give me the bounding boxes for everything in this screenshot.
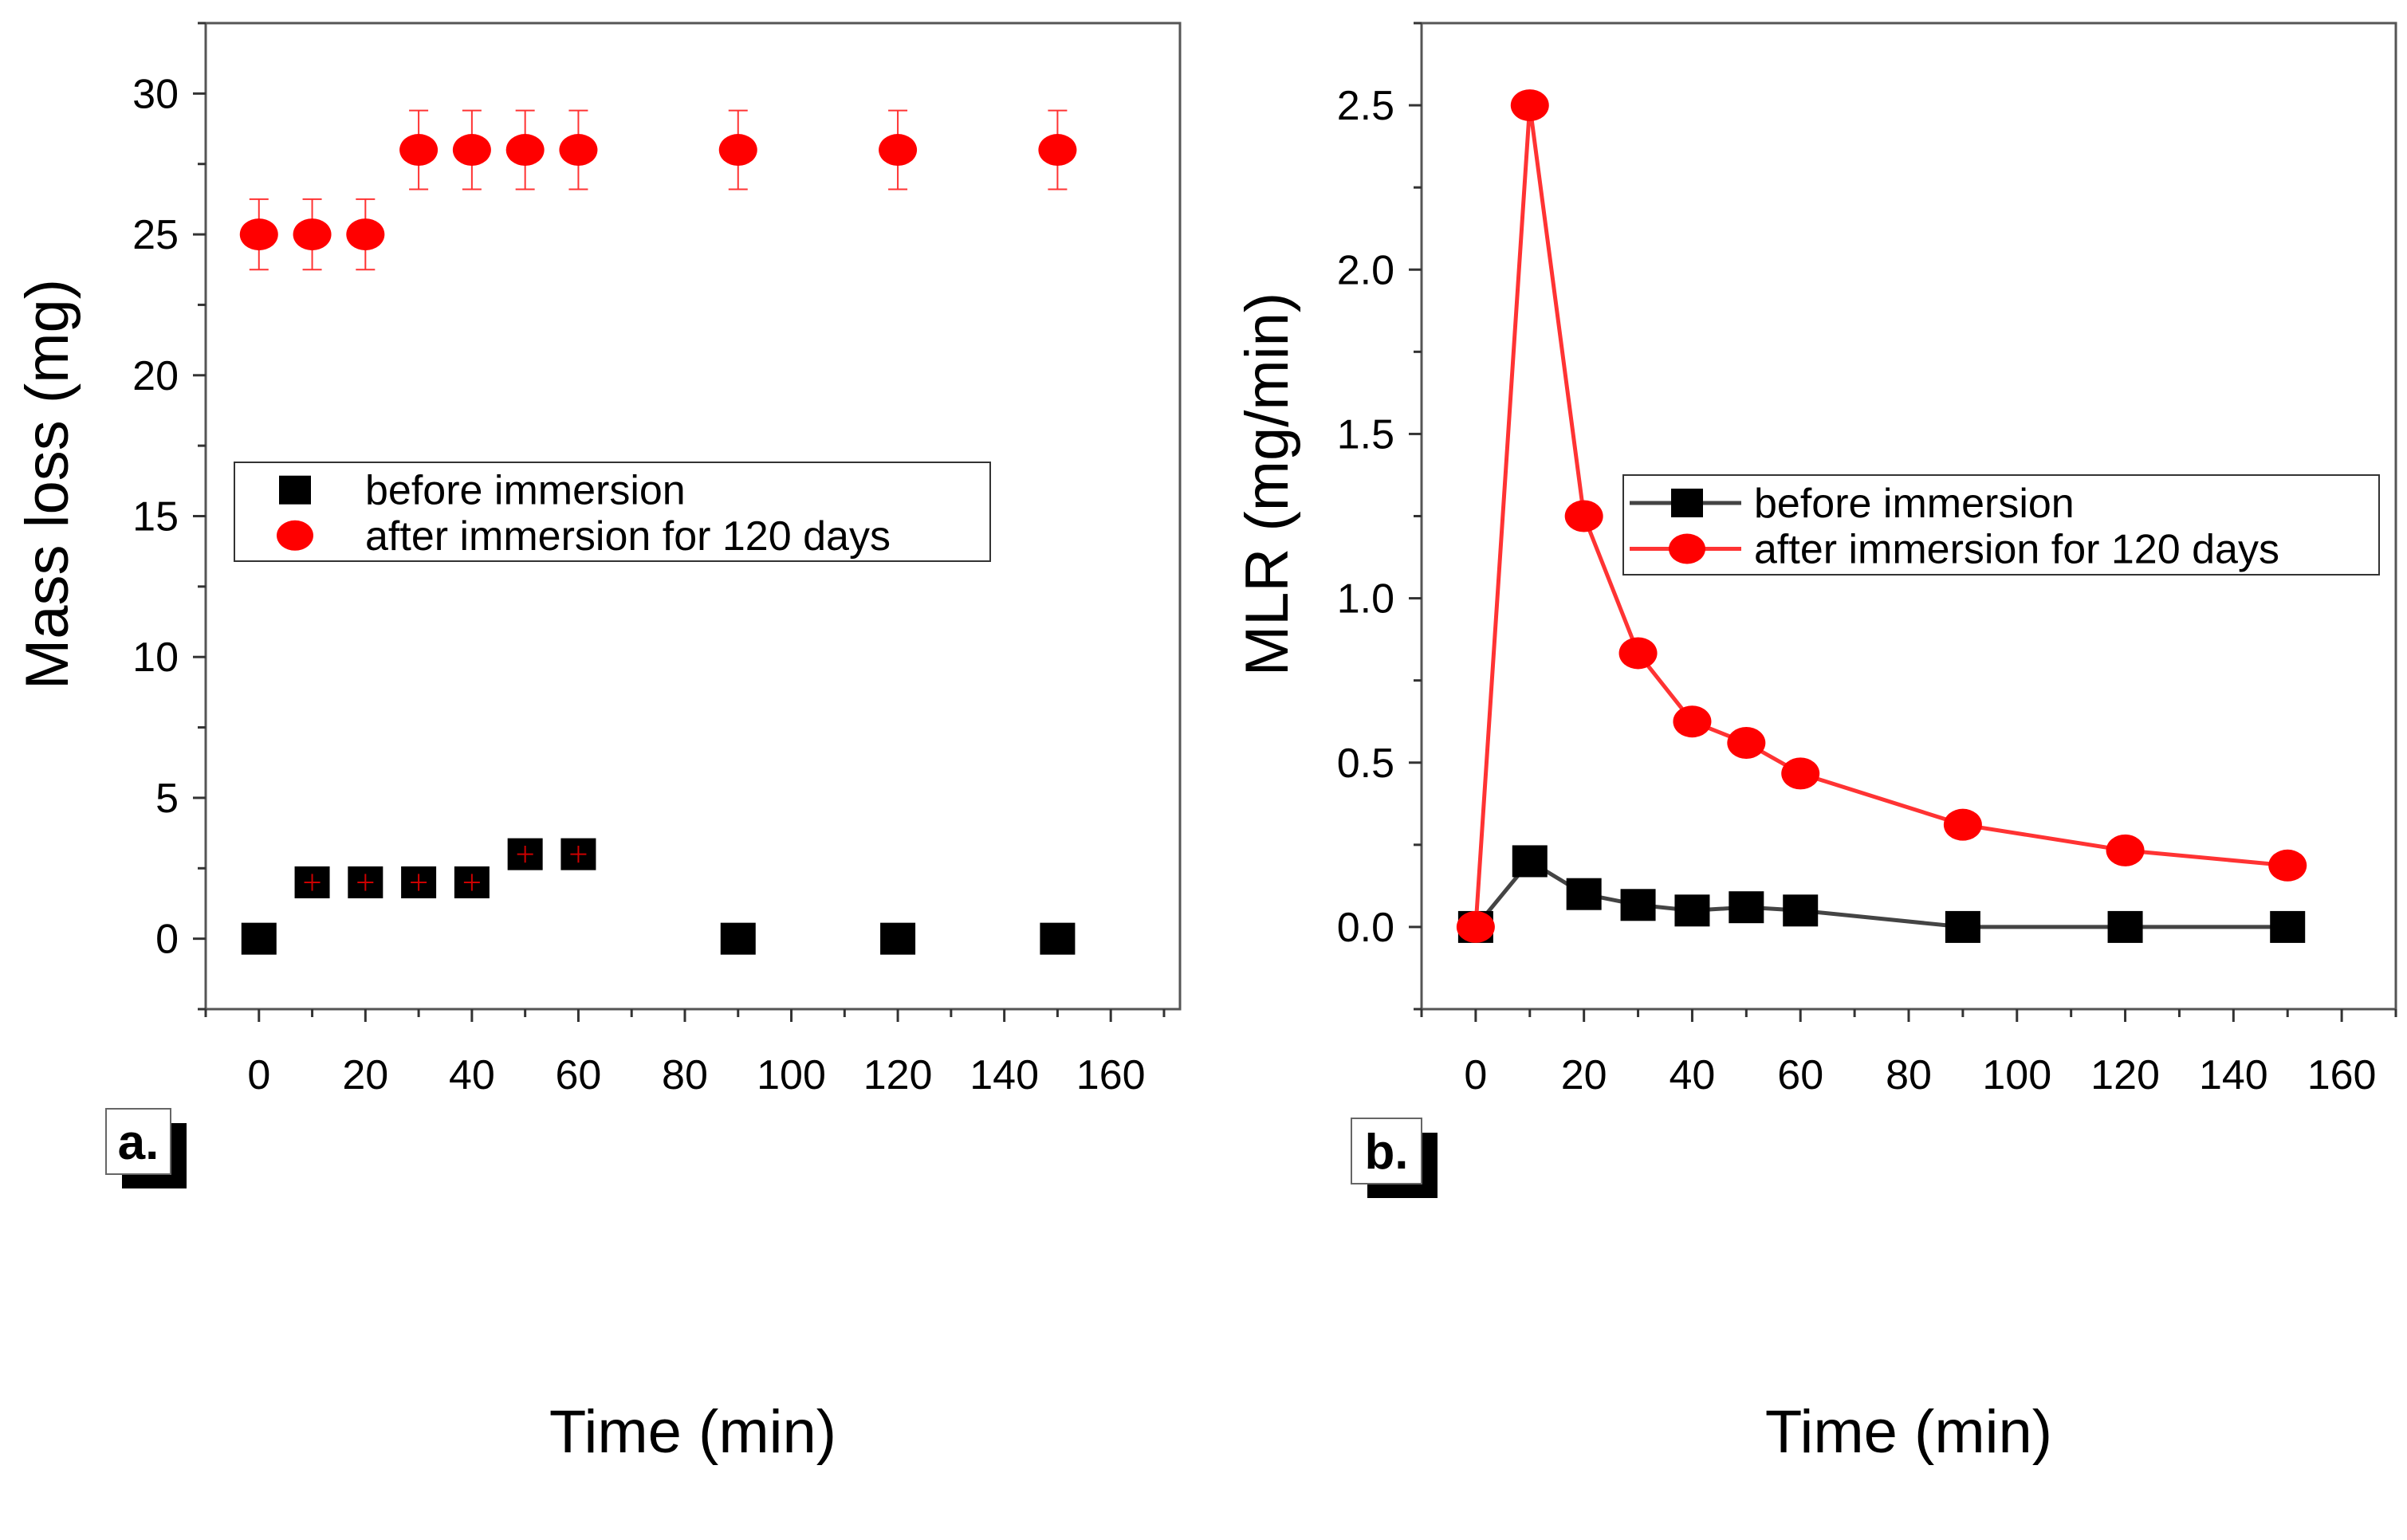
y-tick-label: 0 <box>155 917 179 963</box>
data-point <box>1566 878 1602 910</box>
y-tick-label: 2.0 <box>1337 247 1394 293</box>
data-point <box>559 134 598 167</box>
series-line <box>1473 858 2288 929</box>
data-point <box>1510 89 1549 122</box>
x-tick-label: 0 <box>1464 1052 1487 1098</box>
data-point <box>399 134 439 167</box>
legend-label: before immersion <box>1754 481 2075 527</box>
data-point <box>1456 910 1495 943</box>
data-point <box>880 922 916 955</box>
legend-label: after immersion for 120 days <box>1754 527 2279 573</box>
data-point <box>505 134 545 167</box>
series-after-immersion-for-120-days <box>1456 89 2307 943</box>
legend-label: after immersion for 120 days <box>365 513 891 560</box>
data-point <box>1781 757 1820 790</box>
x-tick-label: 120 <box>863 1052 933 1098</box>
y-tick-label: 20 <box>132 353 179 399</box>
x-tick-label: 140 <box>2199 1052 2268 1098</box>
panel-b-mlr: 0 20 40 60 80 100 120 140 160 0.0 0.5 1.0 1.5 2.0 2.5 T… <box>1233 22 2397 1466</box>
data-point <box>2268 849 2307 882</box>
x-axis-title: Time (min) <box>1765 1398 2052 1466</box>
y-tick-label: 25 <box>132 212 179 258</box>
data-point <box>1040 922 1076 955</box>
legend-box <box>234 462 991 562</box>
y-tick-label: 0.5 <box>1337 741 1394 787</box>
y-axis-title: Mass loss (mg) <box>14 279 81 689</box>
x-tick-label: 80 <box>1886 1052 1932 1098</box>
data-point <box>1512 845 1548 878</box>
x-tick-label: 160 <box>2307 1052 2377 1098</box>
x-tick-label: 100 <box>1982 1052 2051 1098</box>
y-tick-label: 5 <box>155 776 179 822</box>
x-tick-label: 100 <box>757 1052 826 1098</box>
data-point <box>239 218 278 251</box>
panel-label: a. <box>118 1115 159 1170</box>
data-point <box>879 134 918 167</box>
y-tick-label: 1.0 <box>1337 576 1394 623</box>
data-point <box>1729 891 1764 924</box>
legend-label: before immersion <box>365 468 686 514</box>
x-tick-label: 60 <box>1777 1052 1823 1098</box>
data-point <box>1618 637 1658 670</box>
x-tick-label: 60 <box>556 1052 602 1098</box>
data-point <box>293 218 332 251</box>
legend-square-marker <box>1671 489 1703 517</box>
data-point <box>1945 910 1980 943</box>
data-point <box>1727 727 1766 760</box>
x-tick-label: 20 <box>342 1052 388 1098</box>
panel-label-box <box>1351 1118 1422 1184</box>
series-before-immersion <box>241 838 1076 955</box>
data-point <box>241 922 277 955</box>
data-point <box>2270 910 2306 943</box>
x-tick-label: 80 <box>662 1052 708 1098</box>
data-point <box>452 134 491 167</box>
legend-square-marker <box>279 475 311 505</box>
data-point <box>1943 808 1982 841</box>
y-tick-label: 30 <box>132 71 179 117</box>
legend-box <box>1622 474 2380 576</box>
x-tick-label: 120 <box>2090 1052 2160 1098</box>
data-point <box>1783 894 1819 927</box>
data-point <box>346 218 385 251</box>
legend-circle-marker <box>1669 533 1705 564</box>
y-tick-label: 0.0 <box>1337 905 1394 951</box>
data-point <box>1038 134 1077 167</box>
legend-circle-marker <box>277 520 313 551</box>
y-tick-label: 10 <box>132 634 179 681</box>
data-point <box>1620 889 1656 921</box>
data-point <box>718 134 757 167</box>
x-tick-label: 160 <box>1076 1052 1146 1098</box>
y-tick-label: 1.5 <box>1337 411 1394 458</box>
data-point <box>720 922 756 955</box>
x-tick-label: 40 <box>1670 1052 1716 1098</box>
x-tick-label: 40 <box>449 1052 495 1098</box>
series-before-immersion <box>1457 845 2306 943</box>
x-axis-title: Time (min) <box>549 1398 836 1466</box>
y-axis-title: MLR (mg/min) <box>1233 293 1301 676</box>
y-tick-label: 2.5 <box>1337 83 1394 129</box>
y-tick-label: 15 <box>132 494 179 540</box>
panel-label-box <box>105 1108 171 1175</box>
series-after-immersion-for-120-days <box>239 109 1077 271</box>
series-line <box>1473 104 2288 928</box>
data-point <box>2106 834 2145 866</box>
panel-label: b. <box>1364 1125 1408 1180</box>
x-tick-label: 20 <box>1561 1052 1607 1098</box>
data-point <box>2107 910 2143 943</box>
data-point <box>1674 894 1710 927</box>
panel-a-mass-loss: 0 20 40 60 80 100 120 140 160 0 5 10 15 20 25 30 Time (m… <box>14 22 1182 1466</box>
data-point <box>1564 500 1603 532</box>
x-tick-label: 140 <box>969 1052 1039 1098</box>
data-point <box>1673 705 1712 738</box>
x-tick-label: 0 <box>247 1052 270 1098</box>
